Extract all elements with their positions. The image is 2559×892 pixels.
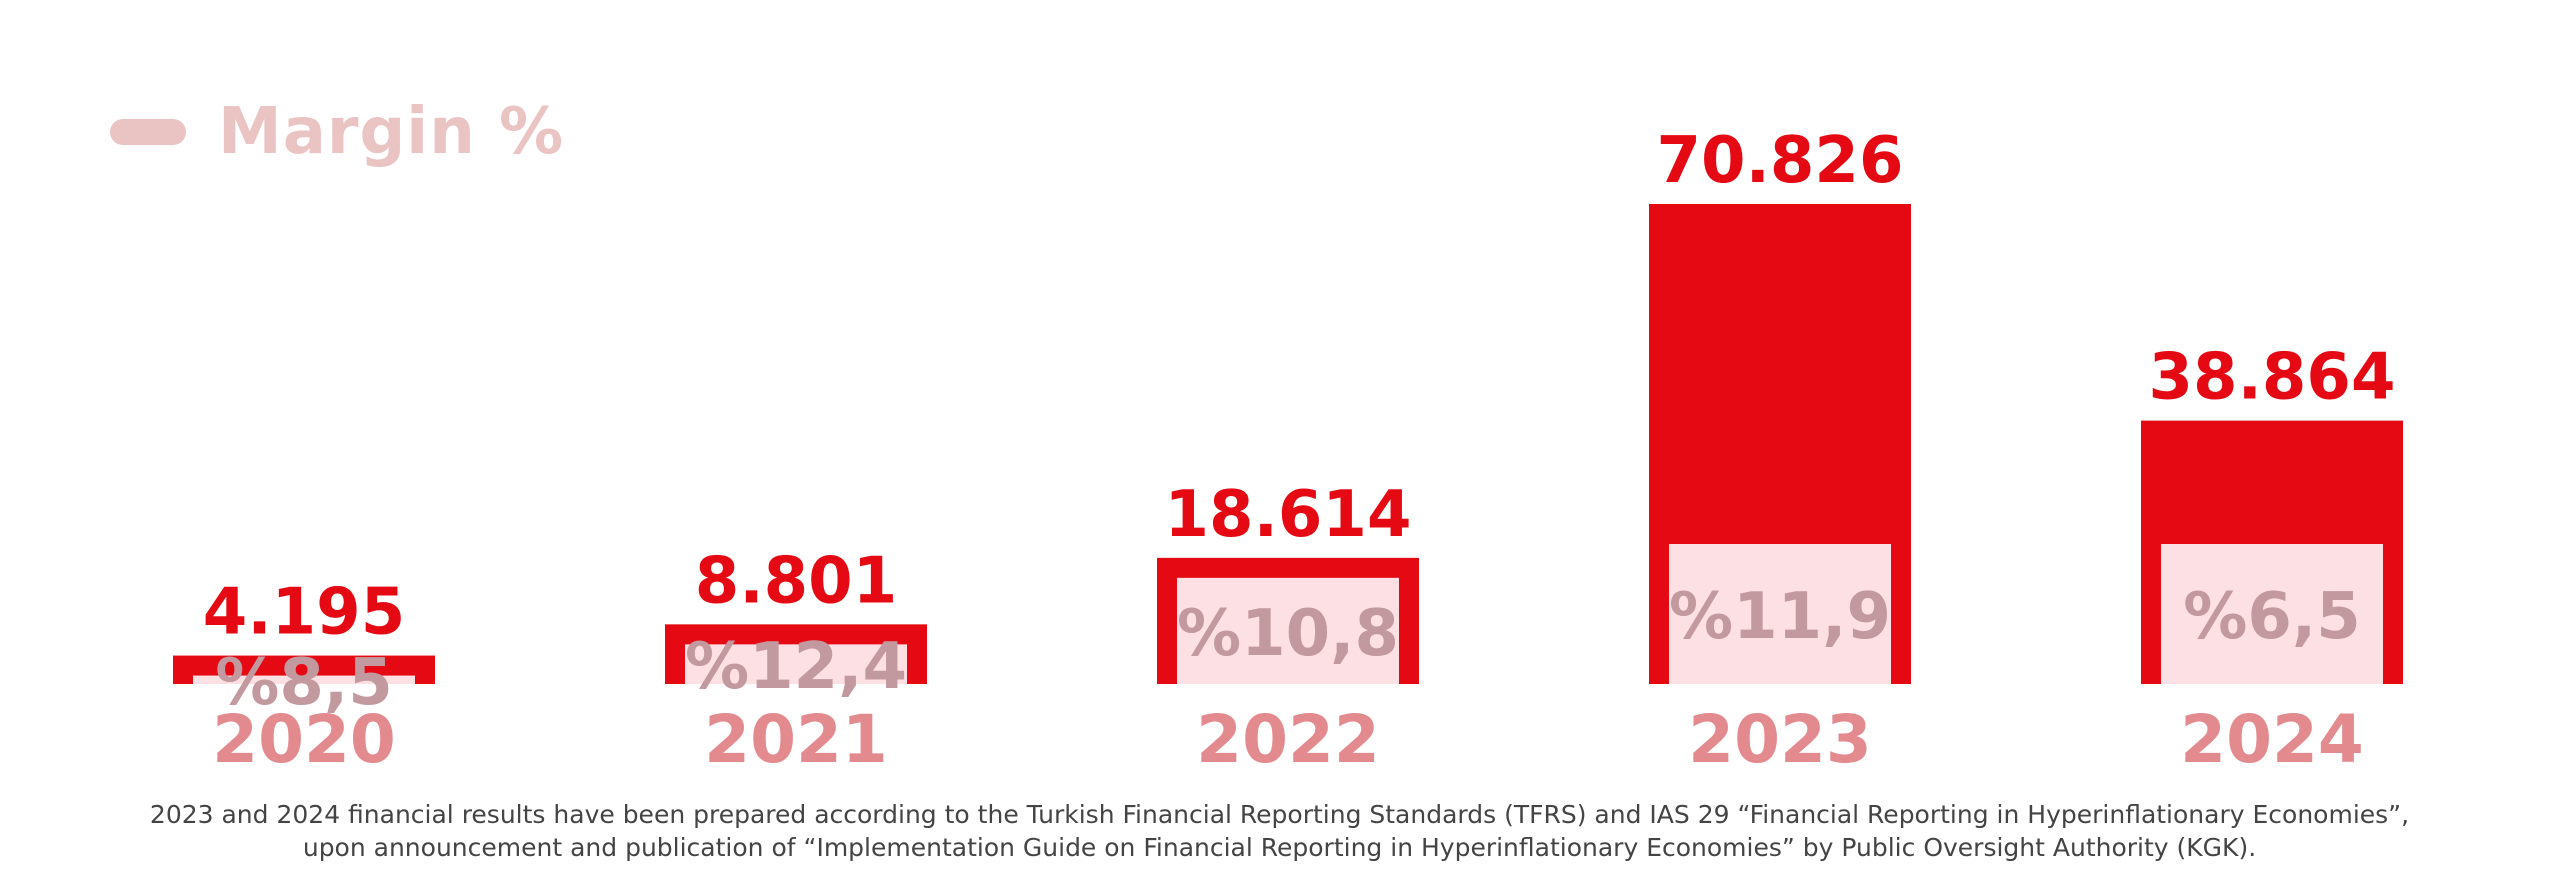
margin-box: [1177, 577, 1399, 684]
value-label: 8.801: [695, 544, 897, 618]
margin-box: [193, 675, 415, 684]
value-label: 4.195: [203, 576, 405, 650]
value-label: 38.864: [2149, 341, 2396, 415]
margin-box: [1669, 544, 1891, 684]
value-label: 18.614: [1165, 478, 1412, 552]
legend-label: Margin %: [218, 95, 565, 169]
margin-box: [2161, 544, 2383, 684]
year-label: 2022: [1196, 701, 1380, 778]
year-label: 2021: [704, 701, 888, 778]
margin-box: [685, 644, 907, 684]
legend: Margin %: [110, 95, 564, 169]
year-label: 2020: [212, 701, 396, 778]
margin-label: %6,5: [2183, 580, 2361, 654]
footnote: 2023 and 2024 financial results have bee…: [0, 798, 2559, 864]
margin-label: %11,9: [1669, 580, 1891, 654]
margin-label: %12,4: [685, 630, 907, 704]
year-label: 2024: [2180, 701, 2364, 778]
year-label: 2023: [1688, 701, 1872, 778]
margin-label: %8,5: [215, 646, 393, 720]
legend-swatch: [110, 119, 186, 145]
margin-label: %10,8: [1177, 597, 1399, 671]
footnote-line-1: 2023 and 2024 financial results have bee…: [149, 800, 2410, 829]
value-label: 70.826: [1657, 124, 1904, 198]
footnote-line-2: upon announcement and publication of “Im…: [302, 833, 2257, 862]
